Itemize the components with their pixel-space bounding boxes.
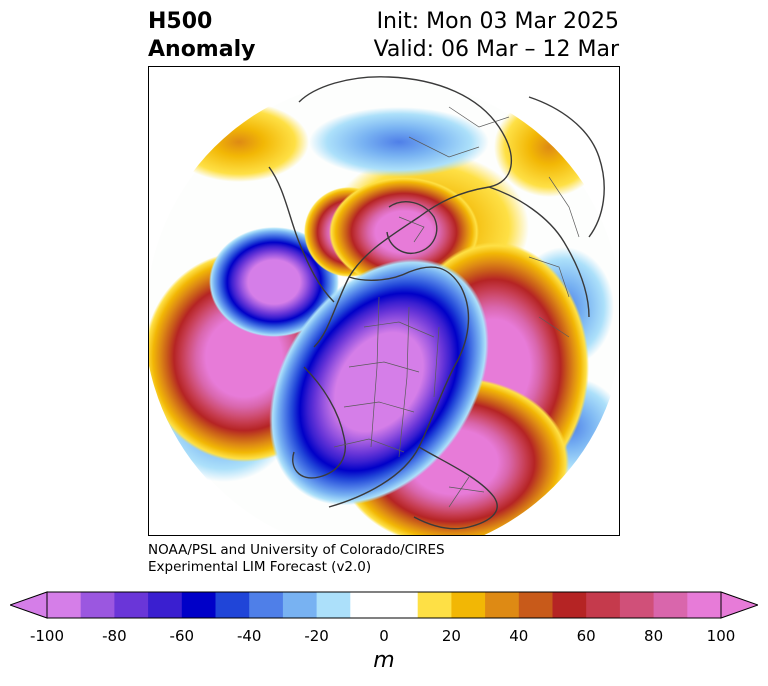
credit-line2: Experimental LIM Forecast (v2.0) (148, 559, 372, 575)
colorbar-outline (46, 591, 722, 619)
map-title: H500 Anomaly (148, 8, 255, 64)
political-borders (333, 106, 580, 508)
anomaly-map-svg (149, 76, 619, 535)
colorbar-cell (316, 592, 351, 618)
coastlines (268, 76, 605, 530)
colorbar-tick-label: -20 (304, 627, 329, 645)
colorbar-cell (350, 592, 385, 618)
anomaly-fields (149, 97, 619, 535)
init-date: Init: Mon 03 Mar 2025 (376, 9, 619, 34)
colorbar-cell (282, 592, 318, 618)
colorbar-cell (485, 592, 520, 618)
colorbar-tick-label: 0 (379, 627, 389, 645)
colorbar-cell (653, 592, 688, 618)
colorbar-tick-label: 40 (509, 627, 529, 645)
colorbar-tick-label: -40 (236, 627, 262, 645)
eurasia-low-field (309, 107, 489, 177)
title-line1: H500 (148, 9, 213, 34)
colorbar-cell (114, 592, 149, 618)
colorbar-cell (80, 592, 115, 618)
north-america-trough-field (269, 258, 489, 506)
colorbar-cell (619, 592, 655, 618)
title-line2: Anomaly (148, 37, 256, 62)
valid-range: Valid: 06 Mar – 12 Mar (373, 37, 619, 62)
colorbar-tick-label: 60 (576, 627, 596, 645)
colorbar-high-extend (720, 591, 758, 619)
forecast-dates: Init: Mon 03 Mar 2025 Valid: 06 Mar – 12… (374, 8, 619, 64)
credit-line1: NOAA/PSL and University of Colorado/CIRE… (148, 542, 445, 558)
colorbar-cell (687, 592, 722, 618)
gulf-of-alaska-low-field (209, 227, 339, 337)
colorbar-tick-label: 80 (644, 627, 664, 645)
colorbar-tick-label: 100 (706, 627, 736, 645)
colorbar-cell (586, 592, 621, 618)
colorbar-tick-label: 20 (441, 627, 461, 645)
colorbar-cell (148, 592, 183, 618)
arctic-high-field (494, 97, 604, 197)
colorbar-cell (249, 592, 284, 618)
colorbar-cells (47, 592, 722, 618)
colorbar-cell (215, 592, 250, 618)
colorbar-tick-label: -80 (102, 627, 127, 645)
northern-europe-ridge-field (329, 177, 479, 287)
asia-high-field (169, 102, 309, 182)
colorbar-unit: m (373, 648, 395, 673)
colorbar-tick-label: -60 (169, 627, 195, 645)
colorbar-tick-label: -100 (29, 627, 65, 645)
colorbar-cell (417, 592, 452, 618)
colorbar (10, 591, 758, 619)
colorbar-cell (47, 592, 82, 618)
colorbar-cell (384, 592, 419, 618)
colorbar-cell (552, 592, 587, 618)
anomaly-map (148, 66, 620, 536)
colorbar-cell (451, 592, 486, 618)
colorbar-low-extend (10, 591, 48, 619)
colorbar-cell (181, 592, 216, 618)
credit-text: NOAA/PSL and University of Colorado/CIRE… (148, 542, 445, 576)
colorbar-cell (518, 592, 553, 618)
